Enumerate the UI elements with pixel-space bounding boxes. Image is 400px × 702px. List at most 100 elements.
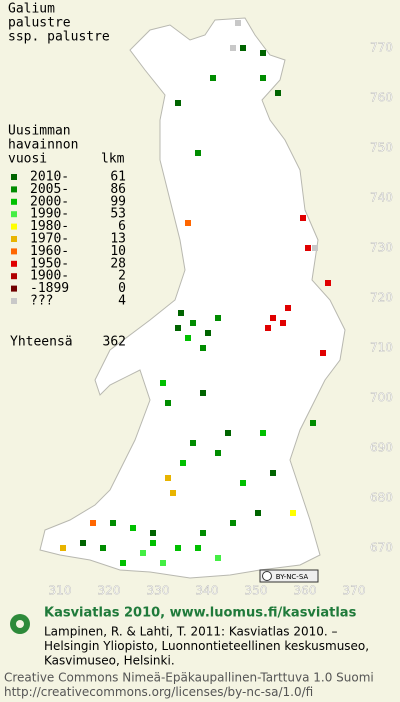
easting-label: 350 — [245, 584, 268, 598]
observation-square — [260, 430, 266, 436]
northing-label: 750 — [370, 141, 393, 155]
license-line: Creative Commons Nimeä-Epäkaupallinen-Ta… — [4, 671, 374, 685]
badge-text: BY-NC-SA — [276, 573, 309, 581]
legend-count: 13 — [110, 232, 126, 247]
site-title: Kasviatlas 2010, www.luomus.fi/kasviatla… — [44, 606, 357, 621]
observation-square — [200, 390, 206, 396]
observation-square — [215, 450, 221, 456]
citation-line: Kasvimuseo, Helsinki. — [44, 654, 175, 668]
observation-square — [175, 325, 181, 331]
observation-square — [178, 310, 184, 316]
observation-square — [255, 510, 261, 516]
observation-square — [205, 330, 211, 336]
northing-label: 730 — [370, 241, 393, 255]
observation-square — [300, 215, 306, 221]
observation-square — [210, 75, 216, 81]
observation-square — [200, 345, 206, 351]
observation-square — [160, 560, 166, 566]
logo — [10, 614, 30, 634]
finland-outline — [39, 17, 346, 579]
observation-square — [170, 490, 176, 496]
observation-square — [312, 245, 318, 251]
legend-swatch — [11, 260, 17, 267]
observation-square — [285, 305, 291, 311]
easting-label: 320 — [98, 584, 121, 598]
observation-square — [260, 50, 266, 56]
legend-swatch — [11, 211, 17, 218]
legend-label: 2000- — [30, 194, 69, 209]
northing-label: 670 — [370, 541, 393, 555]
easting-label: 330 — [147, 584, 170, 598]
observation-square — [100, 545, 106, 551]
observation-square — [215, 315, 221, 321]
legend-label: ??? — [30, 294, 53, 309]
observation-square — [195, 545, 201, 551]
observation-square — [110, 520, 116, 526]
northing-label: 690 — [370, 441, 393, 455]
observation-square — [180, 460, 186, 466]
legend-label: 1900- — [30, 269, 69, 284]
observation-squares — [60, 20, 331, 566]
observation-square — [60, 545, 66, 551]
observation-square — [225, 430, 231, 436]
northing-label: 740 — [370, 191, 393, 205]
legend-label: 2005- — [30, 182, 69, 197]
grid-labels: 770 760 750 740 730 720 710 700 690 680 670 310 320 3… — [48, 40, 393, 598]
badge-box — [259, 569, 319, 583]
legend-count: 2 — [118, 269, 126, 284]
title-line: ssp. palustre — [8, 30, 110, 45]
observation-square — [150, 540, 156, 546]
cc-icon — [262, 571, 272, 581]
northing-label: 710 — [370, 341, 393, 355]
observation-square — [175, 545, 181, 551]
northing-label: 770 — [370, 41, 393, 55]
easting-label: 360 — [294, 584, 317, 598]
legend-count: 10 — [110, 244, 126, 259]
observation-square — [270, 470, 276, 476]
observation-square — [260, 75, 266, 81]
observation-square — [150, 530, 156, 536]
legend-label: 2010- — [30, 170, 69, 185]
northing-label: 720 — [370, 291, 393, 305]
observation-square — [80, 540, 86, 546]
legend-swatch — [11, 223, 17, 230]
legend-label: 1970- — [30, 232, 69, 247]
observation-square — [195, 150, 201, 156]
observation-square — [200, 530, 206, 536]
legend-swatch — [11, 298, 17, 304]
easting-label: 340 — [196, 584, 219, 598]
observation-square — [275, 90, 281, 96]
observation-square — [325, 280, 331, 286]
observation-square — [165, 475, 171, 481]
legend-swatch — [11, 174, 17, 180]
northing-label: 680 — [370, 491, 393, 505]
legend-swatch — [11, 248, 17, 255]
citation-line: Lampinen, R. & Lahti, T. 2011: Kasviatla… — [44, 625, 338, 639]
license-badge: BY-NC-SA — [259, 569, 319, 583]
observation-square — [165, 400, 171, 406]
legend-label: 1960- — [30, 244, 69, 259]
title-line: palustre — [8, 16, 71, 31]
observation-square — [185, 335, 191, 341]
observation-square — [140, 550, 146, 556]
legend-count: 4 — [118, 294, 126, 309]
observation-square — [320, 350, 326, 356]
citation-line: Helsingin Yliopisto, Luonnontieteellinen… — [44, 639, 369, 653]
observation-square — [90, 520, 96, 526]
legend-year-header: vuosi — [8, 152, 47, 167]
legend-count: 61 — [110, 170, 126, 185]
legend-label: 1980- — [30, 219, 69, 234]
observation-square — [310, 420, 316, 426]
observation-square — [190, 440, 196, 446]
observation-square — [240, 45, 246, 51]
legend-swatch — [11, 273, 17, 280]
observation-square — [190, 320, 196, 326]
legend-heading: Uusimman — [8, 124, 71, 139]
legend-label: 1990- — [30, 207, 69, 222]
observation-square — [290, 510, 296, 516]
legend-swatch — [11, 198, 17, 205]
legend-count: 0 — [118, 281, 126, 296]
observation-square — [305, 245, 311, 251]
